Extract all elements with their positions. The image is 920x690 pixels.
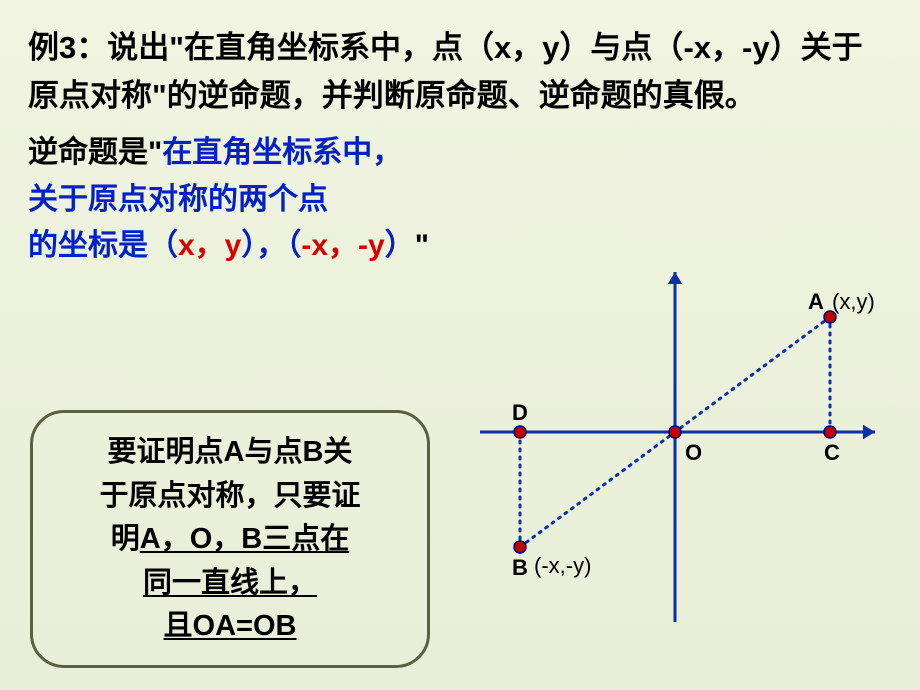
proof-hint-box: 要证明点A与点B关 于原点对称，只要证 明A，O，B三点在 同一直线上， 且OA…	[30, 410, 430, 668]
svg-text:A: A	[808, 289, 824, 314]
example-tag: 例3：	[28, 30, 107, 65]
coordinate-diagram: A (x,y) B(-x,-y) C D O	[460, 262, 890, 662]
svg-text:C: C	[824, 440, 840, 465]
svg-text:(-x,-y): (-x,-y)	[534, 553, 591, 578]
problem-statement: 例3：说出"在直角坐标系中，点（x，y）与点（-x，-y）关于原点对称"的逆命题…	[0, 0, 920, 120]
svg-text:O: O	[685, 440, 702, 465]
inverse-proposition: 逆命题是"在直角坐标系中， 关于原点对称的两个点 的坐标是（x，y），（-x，-…	[0, 120, 920, 270]
svg-text:(x,y): (x,y)	[832, 289, 875, 314]
svg-text:B: B	[512, 555, 528, 580]
svg-text:D: D	[512, 400, 528, 425]
